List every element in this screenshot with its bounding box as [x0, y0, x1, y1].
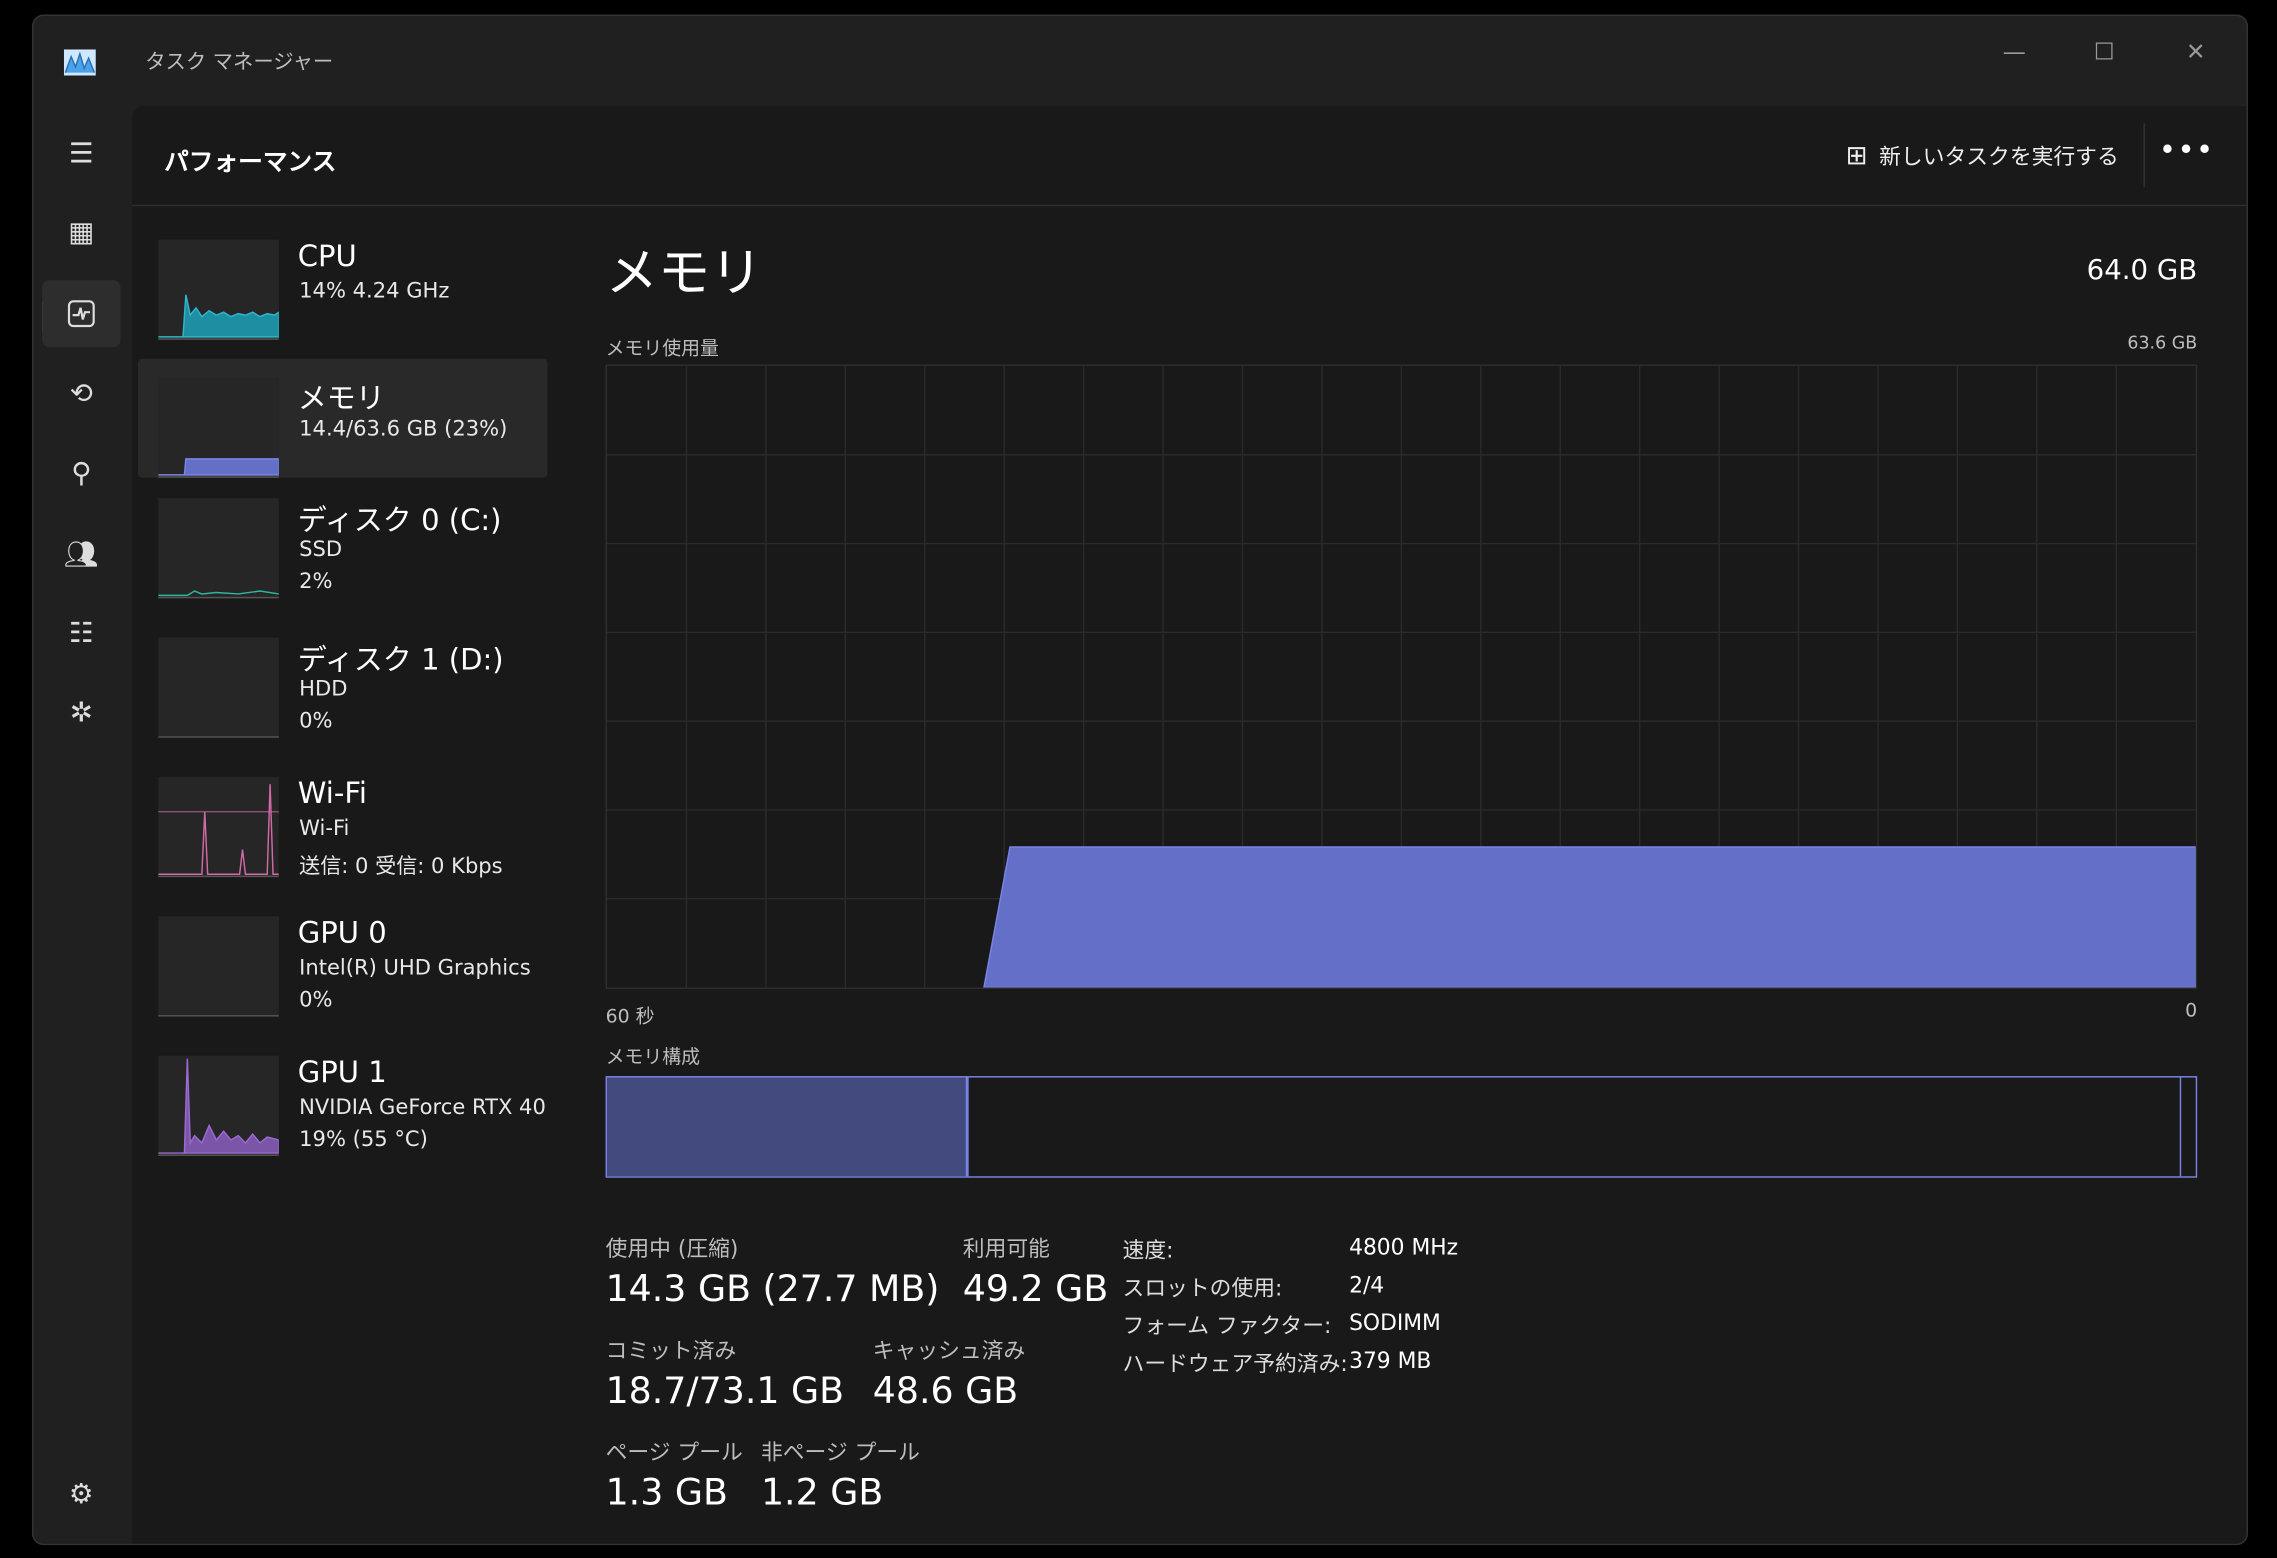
device-model: Intel(R) UHD Graphics	[299, 956, 531, 981]
composition-in-use	[607, 1077, 969, 1177]
processes-icon[interactable]: ▦	[68, 216, 95, 249]
device-wifi[interactable]: Wi-Fi Wi-Fi 送信: 0 受信: 0 Kbps	[138, 775, 548, 896]
memory-total: 64.0 GB	[2086, 254, 2198, 287]
time-axis-end: 0	[2185, 1000, 2198, 1023]
window-title: タスク マネージャー	[145, 50, 334, 75]
memory-composition-bar	[605, 1076, 2198, 1178]
device-stat: 14.4/63.6 GB (23%)	[299, 418, 508, 442]
minimize-button[interactable]: —	[2002, 37, 2026, 66]
title-bar: タスク マネージャー — ☐ ✕	[33, 16, 2246, 106]
committed-label: コミット済み	[605, 1337, 737, 1364]
device-stat: 送信: 0 受信: 0 Kbps	[299, 855, 503, 879]
device-stat: 2%	[299, 570, 333, 594]
startup-apps-icon[interactable]: ⚲	[71, 457, 92, 490]
hardware-reserved-value: 379 MB	[1349, 1347, 1432, 1374]
nonpaged-pool-label: 非ページ プール	[760, 1439, 920, 1466]
committed-value: 18.7/73.1 GB	[605, 1369, 845, 1412]
content-area: パフォーマンス ⊞ 新しいタスクを実行する ••• CPU 14% 4.24 G…	[132, 106, 2247, 1544]
device-stat: 14% 4.24 GHz	[299, 280, 450, 304]
in-use-value: 14.3 GB (27.7 MB)	[605, 1267, 940, 1310]
time-axis-start: 60 秒	[605, 1006, 655, 1029]
header-divider	[2143, 123, 2145, 188]
run-new-task-label: 新しいタスクを実行する	[1879, 143, 2119, 170]
device-memory[interactable]: メモリ 14.4/63.6 GB (23%)	[137, 358, 548, 478]
device-name: ディスク 1 (D:)	[297, 641, 504, 677]
form-factor-value: SODIMM	[1349, 1309, 1441, 1337]
device-stat: 19% (55 °C)	[299, 1128, 428, 1152]
device-cpu[interactable]: CPU 14% 4.24 GHz	[138, 238, 548, 359]
available-value: 49.2 GB	[962, 1267, 1109, 1310]
slots-label: スロットの使用:	[1122, 1275, 1283, 1302]
memory-panel: メモリ 64.0 GB メモリ使用量 63.6 GB 60 秒 0 メモリ構成 …	[605, 231, 2198, 1544]
new-task-icon: ⊞	[1845, 140, 1868, 172]
device-gpu-0[interactable]: GPU 0 Intel(R) UHD Graphics 0%	[138, 914, 548, 1035]
gpu0-sparkline	[158, 916, 279, 1017]
memory-sparkline	[158, 377, 279, 478]
device-name: GPU 0	[297, 914, 387, 950]
maximize-button[interactable]: ☐	[2093, 37, 2115, 66]
device-name: GPU 1	[297, 1054, 387, 1090]
composition-free	[2179, 1077, 2182, 1177]
settings-icon[interactable]: ⚙	[68, 1478, 94, 1511]
task-manager-window: タスク マネージャー — ☐ ✕ ☰ ▦ ⟲ ⚲ 👥︎ ☷ ✲ ⚙ パフォーマン…	[31, 14, 2249, 1546]
usage-max: 63.6 GB	[2127, 332, 2198, 353]
nonpaged-pool-value: 1.2 GB	[760, 1471, 884, 1514]
nav-rail: ☰ ▦ ⟲ ⚲ 👥︎ ☷ ✲ ⚙	[33, 106, 132, 1544]
speed-label: 速度:	[1122, 1237, 1174, 1264]
device-adapter: Wi-Fi	[299, 817, 350, 841]
slots-value: 2/4	[1349, 1272, 1385, 1299]
device-list: CPU 14% 4.24 GHz メモリ 14.4/63.6 GB (23%) …	[137, 238, 548, 1196]
device-type: SSD	[299, 538, 343, 563]
memory-usage-graph	[605, 364, 2198, 989]
device-name: CPU	[297, 238, 357, 274]
speed-value: 4800 MHz	[1349, 1234, 1459, 1261]
disk0-sparkline	[158, 498, 279, 599]
composition-label: メモリ構成	[605, 1047, 700, 1069]
paged-pool-value: 1.3 GB	[605, 1471, 728, 1514]
usage-label: メモリ使用量	[605, 338, 719, 361]
hamburger-icon[interactable]: ☰	[68, 137, 94, 170]
device-gpu-1[interactable]: GPU 1 NVIDIA GeForce RTX 40 19% (55 °C)	[138, 1054, 548, 1175]
cached-label: キャッシュ済み	[872, 1337, 1026, 1364]
paged-pool-label: ページ プール	[605, 1439, 743, 1466]
memory-title: メモリ	[605, 243, 763, 304]
app-history-icon[interactable]: ⟲	[69, 377, 93, 410]
device-model: NVIDIA GeForce RTX 40	[299, 1096, 546, 1120]
device-name: ディスク 0 (C:)	[297, 502, 502, 538]
device-disk-0[interactable]: ディスク 0 (C:) SSD 2%	[138, 498, 548, 617]
device-stat: 0%	[299, 988, 333, 1013]
hardware-reserved-label: ハードウェア予約済み:	[1122, 1350, 1348, 1377]
close-button[interactable]: ✕	[2185, 37, 2206, 66]
more-options-button[interactable]: •••	[2158, 132, 2215, 168]
performance-icon[interactable]	[42, 280, 121, 348]
device-disk-1[interactable]: ディスク 1 (D:) HDD 0%	[138, 637, 548, 757]
form-factor-label: フォーム ファクター:	[1122, 1312, 1332, 1339]
page-title: パフォーマンス	[164, 148, 337, 178]
available-label: 利用可能	[962, 1235, 1050, 1262]
page-header: パフォーマンス ⊞ 新しいタスクを実行する •••	[132, 106, 2247, 207]
device-name: Wi-Fi	[297, 775, 367, 811]
services-icon[interactable]: ✲	[69, 697, 93, 730]
device-type: HDD	[299, 678, 348, 702]
device-name: メモリ	[297, 380, 385, 416]
memory-usage-area	[983, 846, 2196, 988]
device-stat: 0%	[299, 710, 333, 734]
in-use-label: 使用中 (圧縮)	[605, 1235, 739, 1262]
users-icon[interactable]: 👥︎	[63, 538, 99, 570]
cached-value: 48.6 GB	[872, 1369, 1019, 1412]
gpu1-sparkline	[158, 1055, 279, 1156]
wifi-sparkline	[158, 776, 279, 878]
details-icon[interactable]: ☷	[68, 617, 94, 650]
task-manager-app-icon	[63, 49, 96, 76]
disk1-sparkline	[158, 637, 279, 738]
run-new-task-button[interactable]: ⊞ 新しいタスクを実行する	[1846, 141, 2119, 171]
cpu-sparkline	[158, 239, 279, 340]
